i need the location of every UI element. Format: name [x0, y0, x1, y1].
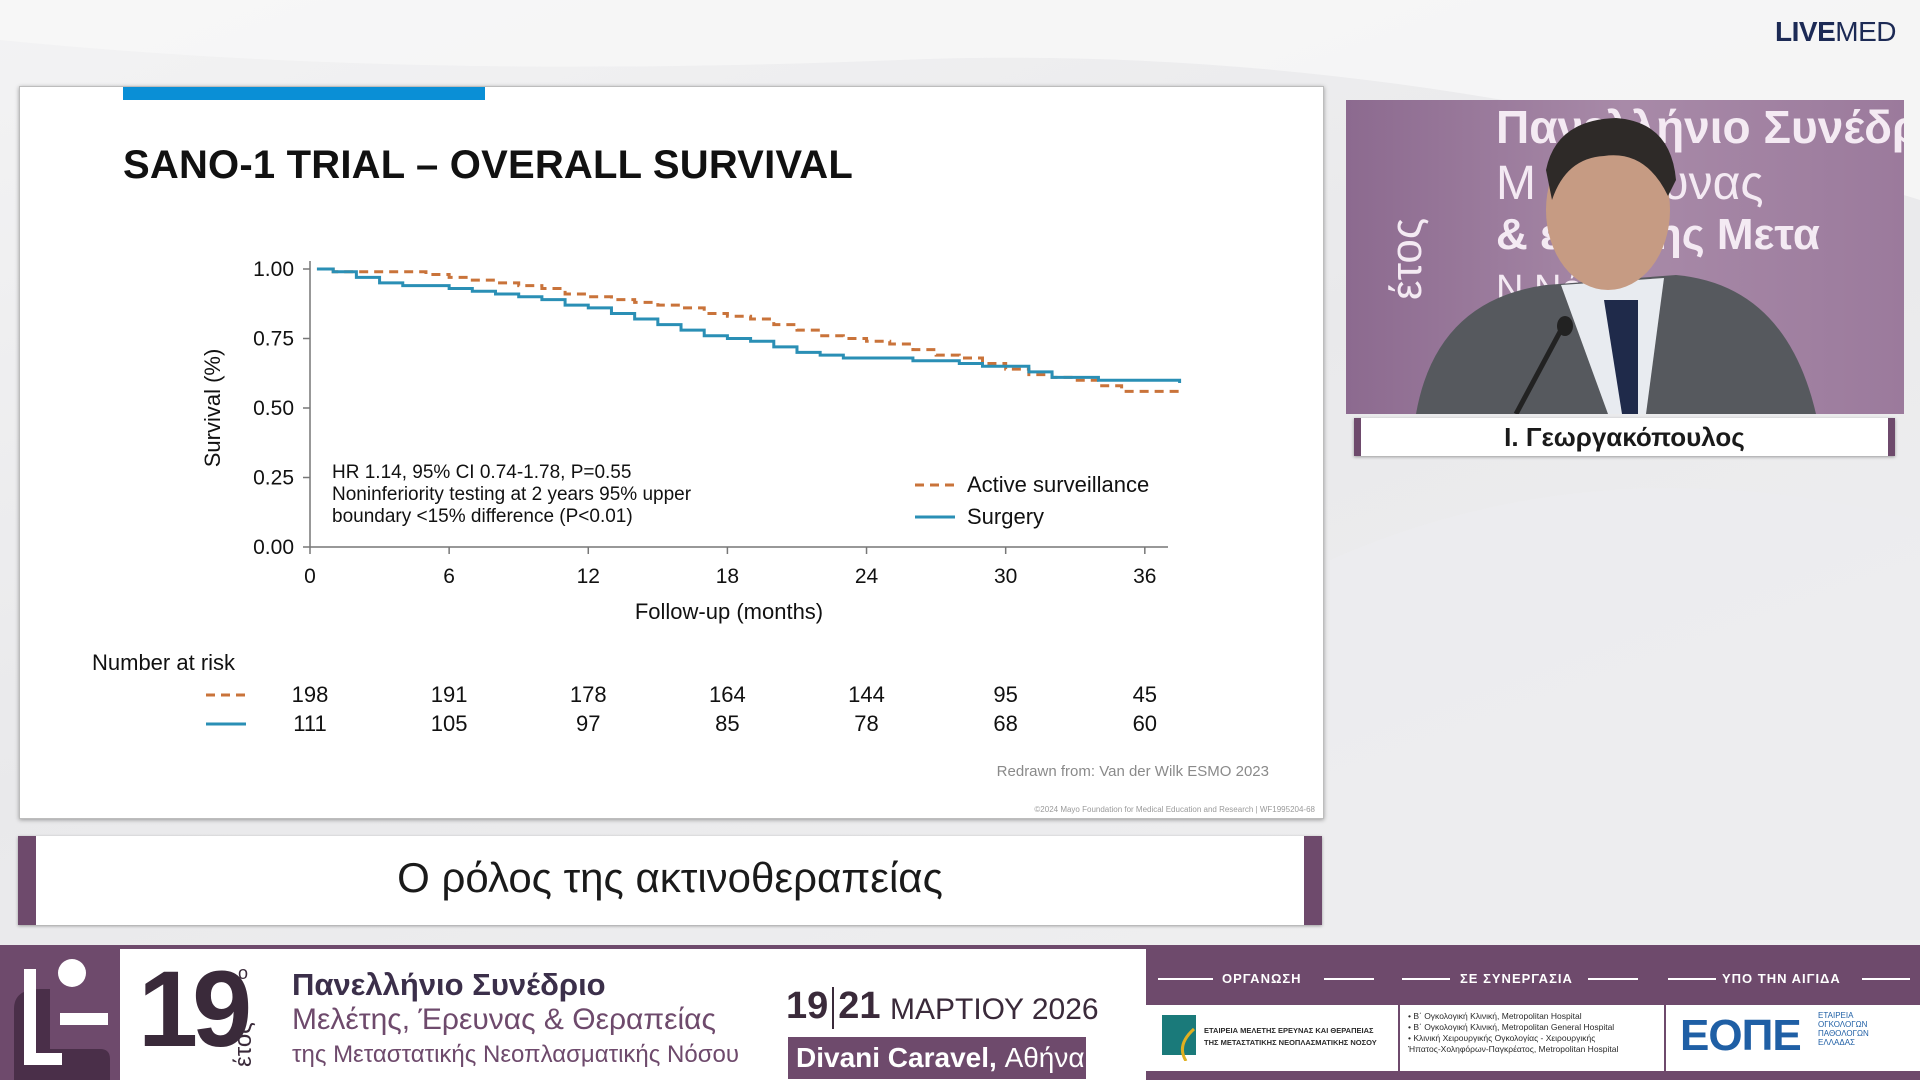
presentation-slide: SANO-1 TRIAL – OVERALL SURVIVAL 0.00 0.25… [19, 86, 1324, 819]
collaborator-1: • Β΄ Ογκολογική Κλινική, Metropolitan Ho… [1408, 1011, 1582, 1021]
risk-value: 144 [848, 682, 885, 707]
collaborators-box: • Β΄ Ογκολογική Κλινική, Metropolitan Ho… [1400, 1005, 1664, 1071]
conference-title-line3: της Μεταστατικής Νεοπλασματικής Νόσου [292, 1041, 739, 1068]
legend-label: Surgery [967, 504, 1044, 529]
x-tick-label: 6 [443, 565, 455, 588]
conference-title-line2: Μελέτης, Έρευνας & Θεραπείας [292, 1003, 716, 1036]
survival-chart: 0.00 0.25 0.50 0.75 1.00 0 6 12 18 24 30 36 Follow-u… [92, 258, 1182, 736]
speaker-camera: Πανελλήνιο Συνέδρι Μ , Έρευνας & είας τη… [1346, 100, 1904, 414]
eope-text-3: ΠΑΘΟΛΟΓΩΝ [1818, 1029, 1869, 1038]
risk-value: 68 [993, 711, 1017, 736]
collaboration-label: ΣΕ ΣΥΝΕΡΓΑΣΙΑ [1460, 971, 1573, 986]
topic-bar: Ο ρόλος της ακτινοθεραπείας [18, 836, 1322, 925]
risk-value: 111 [293, 711, 326, 736]
conference-dates: 19 21 [786, 985, 881, 1029]
legend-label: Active surveillance [967, 472, 1149, 497]
risk-value: 85 [715, 711, 739, 736]
conference-title-line1: Πανελλήνιο Συνέδριο [292, 967, 606, 1002]
x-tick-label: 18 [716, 565, 739, 588]
y-tick-label: 0.75 [253, 328, 294, 351]
conference-venue: Divani Caravel, Αθήνα [788, 1037, 1086, 1079]
x-tick-label: 24 [855, 565, 879, 588]
risk-value: 78 [854, 711, 878, 736]
organizer-name-1: ΕΤΑΙΡΕΙΑ ΜΕΛΕΤΗΣ ΕΡΕΥΝΑΣ ΚΑΙ ΘΕΡΑΠΕΙΑΣ [1204, 1026, 1374, 1035]
auspices-logo-box: ΕΟΠΕ ΕΤΑΙΡΕΙΑ ΟΓΚΟΛΟΓΩΝ ΠΑΘΟΛΟΓΩΝ ΕΛΛΑΔΑ… [1666, 1005, 1920, 1071]
slide-accent-bar [123, 87, 485, 100]
risk-value: 45 [1133, 682, 1157, 707]
series-line-active-surveillance [316, 267, 1180, 393]
organizer-name-2: ΤΗΣ ΜΕΤΑΣΤΑΤΙΚΗΣ ΝΕΟΠΛΑΣΜΑΤΙΚΗΣ ΝΟΣΟΥ [1204, 1038, 1377, 1047]
collaborator-4: Ήπατος-Χοληφόρων-Παγκρέατος, Metropolita… [1408, 1044, 1619, 1054]
x-tick-label: 36 [1133, 565, 1156, 588]
speaker-figure [1416, 118, 1816, 414]
risk-value: 198 [292, 682, 329, 707]
risk-value: 178 [570, 682, 607, 707]
slide-title: SANO-1 TRIAL – OVERALL SURVIVAL [123, 143, 854, 187]
risk-value: 95 [993, 682, 1017, 707]
speaker-name: Ι. Γεωργακόπουλος [1504, 422, 1745, 452]
eope-text-2: ΟΓΚΟΛΟΓΩΝ [1818, 1020, 1868, 1029]
partners-panel: ΟΡΓΑΝΩΣΗ ΣΕ ΣΥΝΕΡΓΑΣΙΑ ΥΠΟ ΤΗΝ ΑΙΓΙΔΑ ΕΤ… [1146, 949, 1920, 1080]
risk-value: 97 [576, 711, 600, 736]
y-tick-label: 0.00 [253, 536, 294, 559]
y-axis-label: Survival (%) [200, 349, 225, 468]
edition-word: έτος [230, 1022, 257, 1067]
organization-label: ΟΡΓΑΝΩΣΗ [1222, 971, 1302, 986]
y-tick-label: 0.50 [253, 397, 294, 420]
x-axis-label: Follow-up (months) [635, 599, 823, 624]
hr-annotation-line: HR 1.14, 95% CI 0.74-1.78, P=0.55 [332, 462, 631, 483]
y-tick-label: 1.00 [253, 258, 294, 281]
x-tick-label: 30 [994, 565, 1017, 588]
auspices-label: ΥΠΟ ΤΗΝ ΑΙΓΙΔΑ [1722, 971, 1841, 986]
livemed-logo: LIVEMED [1775, 16, 1896, 47]
organizer-logo-box: ΕΤΑΙΡΕΙΑ ΜΕΛΕΤΗΣ ΕΡΕΥΝΑΣ ΚΑΙ ΘΕΡΑΠΕΙΑΣ Τ… [1146, 1005, 1398, 1071]
risk-value: 164 [709, 682, 746, 707]
speaker-name-bar: Ι. Γεωργακόπουλος [1354, 418, 1895, 456]
collaborator-2: • Β΄ Ογκολογική Κλινική, Metropolitan Ge… [1408, 1022, 1615, 1032]
x-tick-label: 12 [577, 565, 600, 588]
x-tick-label: 0 [304, 565, 316, 588]
hr-annotation-line: Noninferiority testing at 2 years 95% up… [332, 484, 692, 505]
number-at-risk-label: Number at risk [92, 650, 236, 675]
conference-banner: 19 ο έτος Πανελλήνιο Συνέδριο Μελέτης, Έ… [0, 945, 1920, 1080]
organizer-logo-icon [1162, 1015, 1196, 1061]
edition-suffix: ο [238, 963, 249, 983]
edition-number: 19 [138, 948, 252, 1069]
series-line-surgery [316, 267, 1182, 383]
conference-logo [0, 949, 120, 1080]
slide-copyright: ©2024 Mayo Foundation for Medical Educat… [1034, 805, 1315, 814]
hr-annotation-line: boundary <15% difference (P<0.01) [332, 506, 633, 527]
collaborator-3: • Κλινική Χειρουργικής Ογκολογίας - Χειρ… [1408, 1033, 1596, 1043]
risk-value: 191 [431, 682, 468, 707]
eope-logo: ΕΟΠΕ [1680, 1011, 1802, 1060]
risk-value: 60 [1133, 711, 1157, 736]
conference-month: ΜΑΡΤΙΟΥ 2026 [890, 993, 1099, 1026]
eope-text-1: ΕΤΑΙΡΕΙΑ [1818, 1011, 1854, 1020]
eope-text-4: ΕΛΛΑΔΑΣ [1818, 1038, 1855, 1047]
topic-title: Ο ρόλος της ακτινοθεραπείας [397, 854, 943, 901]
risk-value: 105 [431, 711, 468, 736]
slide-credit: Redrawn from: Van der Wilk ESMO 2023 [996, 763, 1269, 780]
y-tick-label: 0.25 [253, 467, 294, 490]
